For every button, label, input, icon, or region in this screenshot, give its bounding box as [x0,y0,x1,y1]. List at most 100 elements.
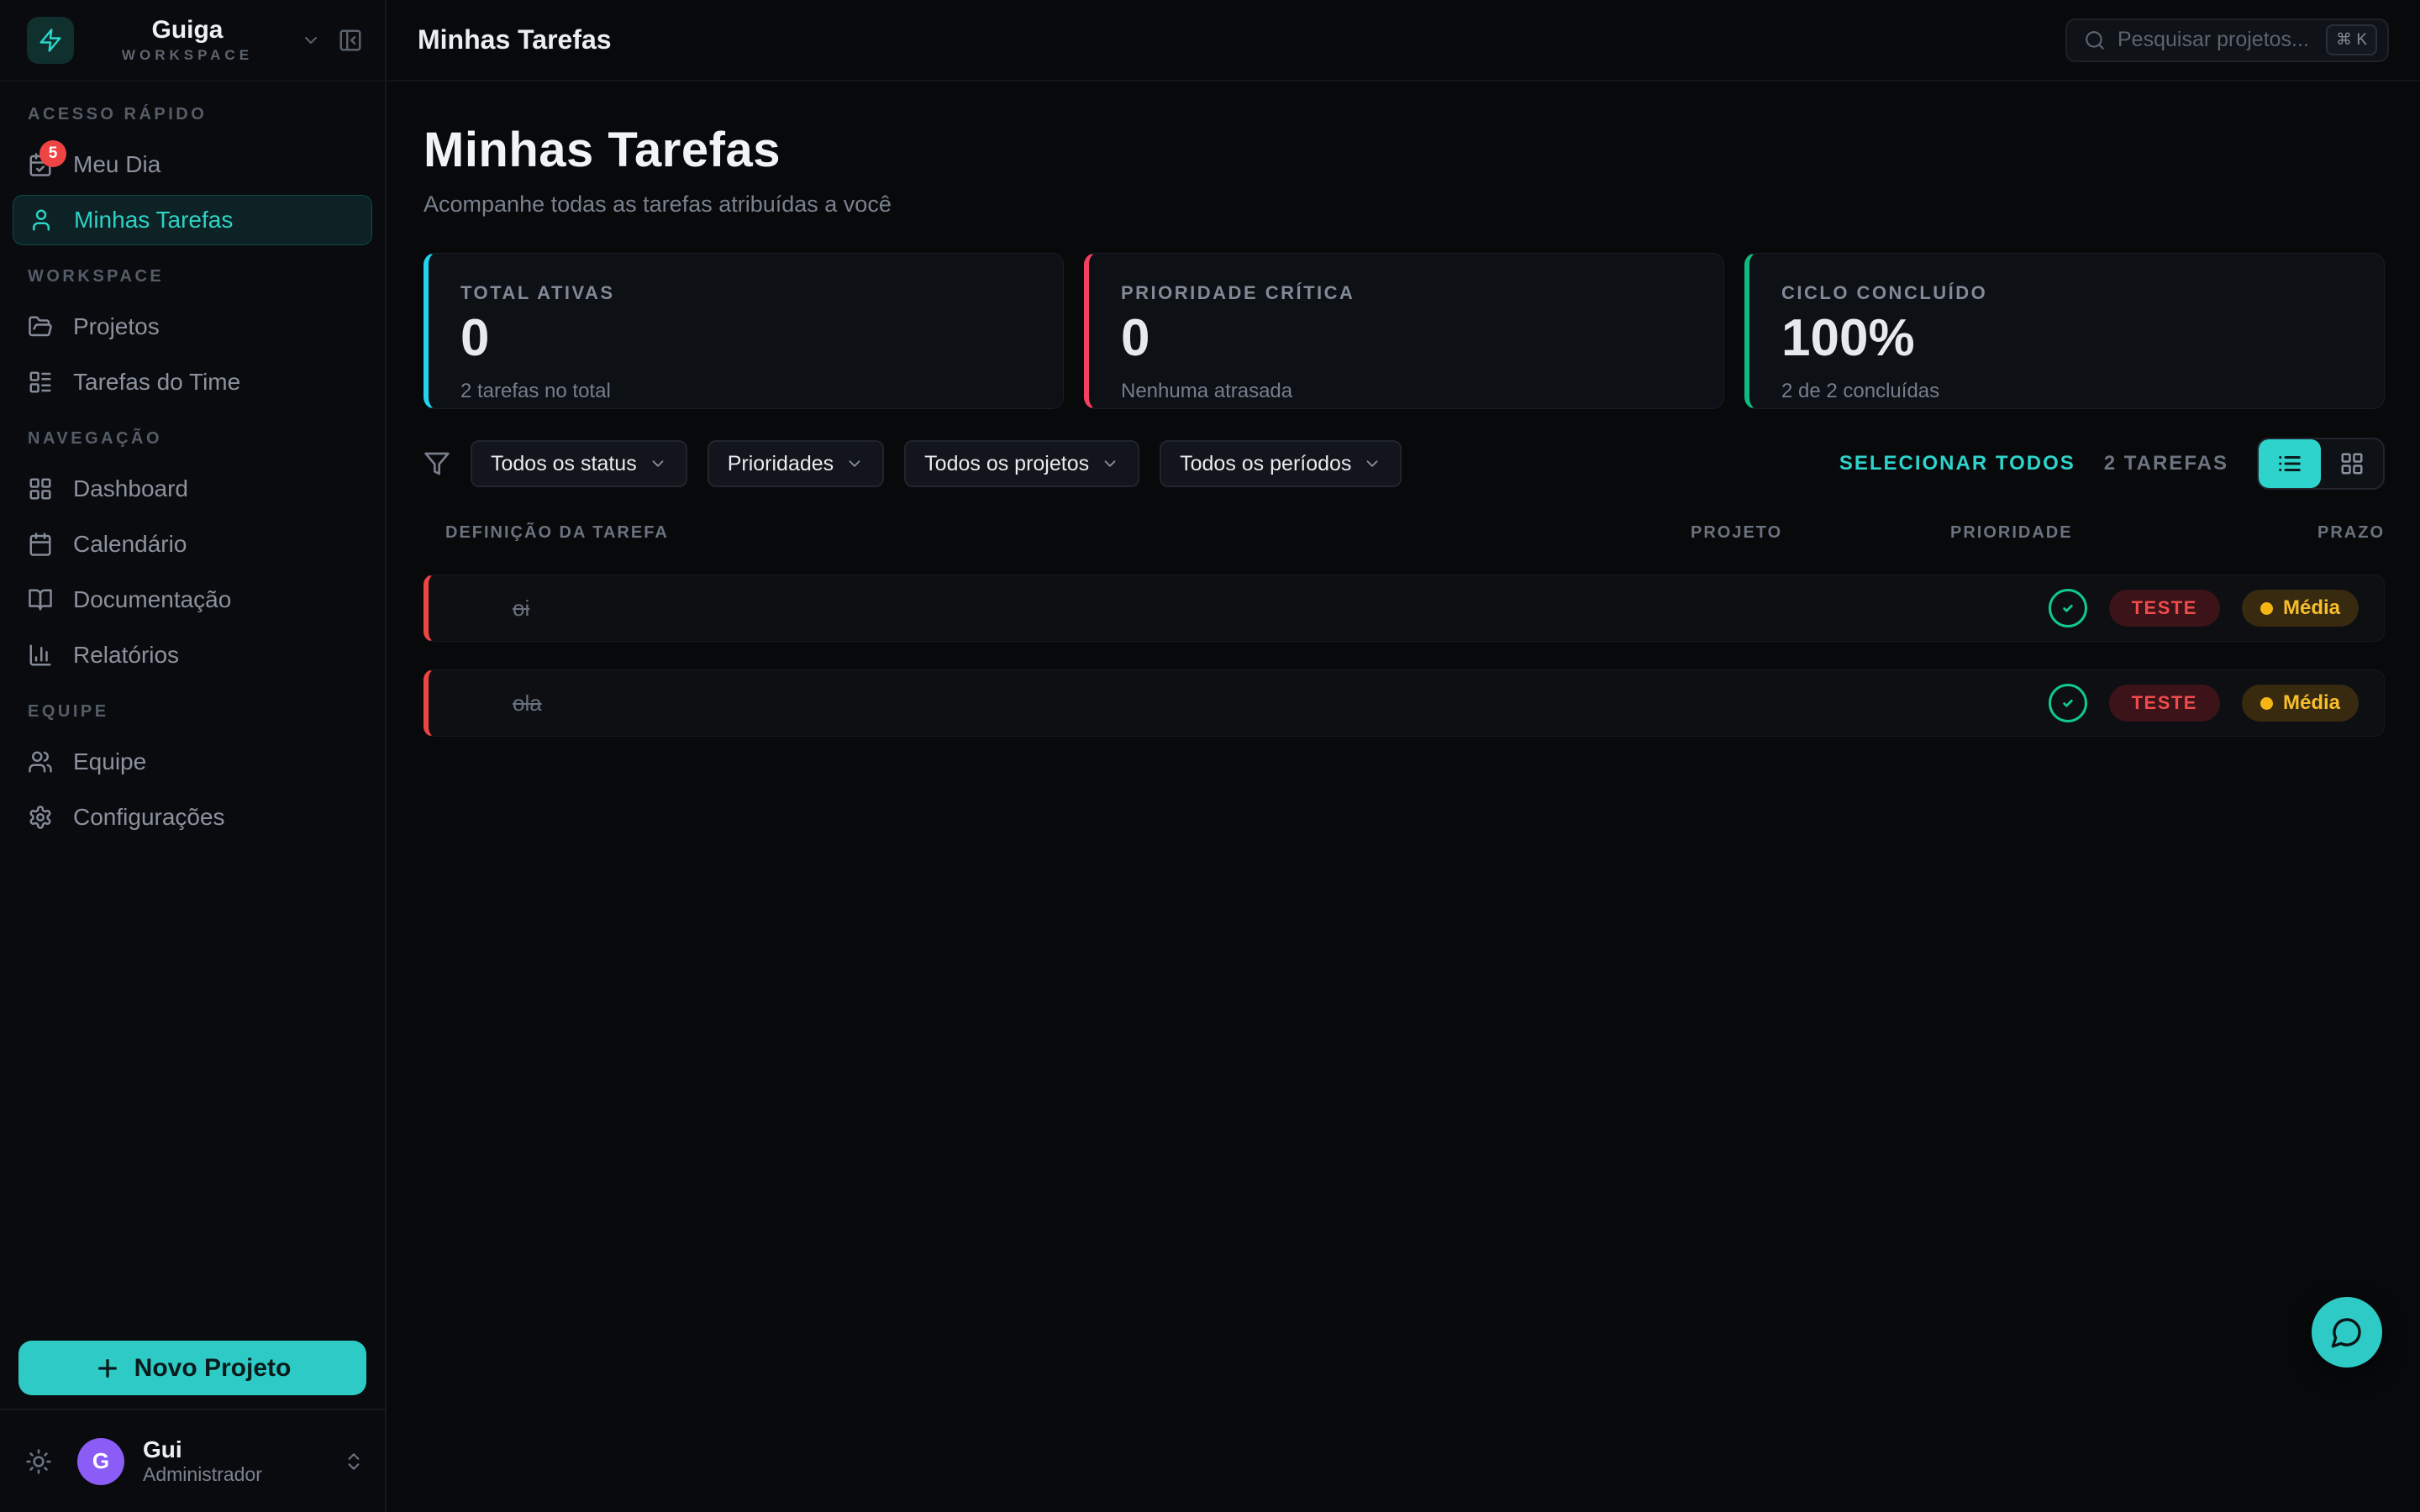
sidebar-section-equipe: EQUIPE [28,702,109,721]
sidebar-item-label: Relatórios [73,642,180,668]
sidebar-item-label: Minhas Tarefas [74,207,234,233]
chat-fab-button[interactable] [2312,1297,2382,1368]
bar-chart-icon [28,643,53,668]
period-filter-dropdown[interactable]: Todos os períodos [1160,440,1402,487]
sidebar-bottom: Novo Projeto [0,1341,385,1409]
chevron-down-icon [1101,454,1119,473]
sidebar-item-label: Configurações [73,804,225,830]
stat-label: TOTAL ATIVAS [460,282,615,303]
list-view-button[interactable] [2259,439,2321,488]
collapse-sidebar-button[interactable] [338,28,363,53]
project-badge: TESTE [2108,590,2220,627]
chevron-down-icon [305,36,317,44]
filter-label: Todos os períodos [1180,451,1352,475]
layout-list-icon [28,370,53,395]
sidebar-item-configuracoes[interactable]: Configurações [13,792,372,843]
stats-row: TOTAL ATIVAS 0 2 tarefas no total PRIORI… [424,253,2385,409]
sidebar-section-navegacao: NAVEGAÇÃO [28,429,163,448]
stat-subtext: 2 tarefas no total [460,380,611,402]
filter-icon [424,450,450,477]
priority-filter-dropdown[interactable]: Prioridades [707,440,885,487]
task-row[interactable]: oi TESTE Média [424,575,2385,642]
sidebar-item-label: Meu Dia [73,151,161,177]
stat-label: PRIORIDADE CRÍTICA [1121,282,1355,303]
chevron-down-icon [649,454,667,473]
grid-view-button[interactable] [2321,439,2383,488]
priority-dot [2260,601,2273,615]
plus-icon [97,1358,117,1378]
user-role: Administrador [143,1463,262,1486]
task-row-meta: TESTE Média [2048,589,2359,627]
sidebar-nav: ACESSO RÁPIDO 5 Meu Dia Minhas Tarefas W… [0,81,385,1341]
task-complete-check[interactable] [2048,684,2087,722]
panel-left-close-icon [339,29,361,50]
sidebar-item-label: Documentação [73,586,232,612]
sidebar-item-meu-dia[interactable]: 5 Meu Dia [13,139,372,190]
sidebar-item-documentacao[interactable]: Documentação [13,575,372,625]
stat-card-prioridade-critica: PRIORIDADE CRÍTICA 0 Nenhuma atrasada [1084,253,1724,409]
task-count: 2 TAREFAS [2103,452,2228,475]
user-footer: G Gui Administrador [0,1409,385,1512]
sidebar-item-label: Projetos [73,313,160,339]
search-shortcut: ⌘ K [2326,24,2377,55]
column-header-projeto: PROJETO [1691,523,1783,542]
check-icon [2062,604,2073,612]
search-input[interactable] [2118,28,2315,52]
gear-icon [28,805,53,830]
search-icon [2084,29,2106,51]
priority-badge: Média [2241,685,2359,722]
stat-value: 0 [460,309,490,367]
task-complete-check[interactable] [2048,589,2087,627]
user-icon [29,207,54,233]
list-icon [2279,456,2301,471]
chevron-down-icon [845,454,864,473]
new-project-button[interactable]: Novo Projeto [18,1341,366,1395]
priority-badge: Média [2241,590,2359,627]
meu-dia-count-badge: 5 [39,140,66,167]
sidebar-item-relatorios[interactable]: Relatórios [13,630,372,680]
task-row[interactable]: ola TESTE Média [424,669,2385,737]
layout-grid-icon [28,476,53,501]
sidebar-item-label: Dashboard [73,475,188,501]
stat-value: 100% [1781,309,1915,367]
sidebar-item-minhas-tarefas[interactable]: Minhas Tarefas [13,195,372,245]
sidebar-item-label: Calendário [73,531,187,557]
sidebar-item-calendario[interactable]: Calendário [13,519,372,570]
toolbar-right: SELECIONAR TODOS 2 TAREFAS [1839,438,2385,490]
theme-toggle-button[interactable] [25,1448,52,1475]
sun-icon [26,1448,51,1474]
table-header: DEFINIÇÃO DA TAREFA PROJETO PRIORIDADE P… [424,523,2385,543]
book-open-icon [28,587,53,612]
status-filter-dropdown[interactable]: Todos os status [471,440,687,487]
sidebar-section-acesso-rapido: ACESSO RÁPIDO [28,105,208,123]
user-menu[interactable]: G Gui Administrador [77,1436,365,1486]
filter-label: Prioridades [727,451,834,475]
sidebar-item-equipe[interactable]: Equipe [13,737,372,787]
new-project-label: Novo Projeto [134,1353,292,1382]
chevrons-up-down-icon [343,1451,365,1473]
project-badge: TESTE [2108,685,2220,722]
search-box[interactable]: ⌘ K [2065,18,2389,62]
folder-open-icon [28,314,53,339]
column-header-prioridade: PRIORIDADE [1950,523,2073,542]
user-info: Gui Administrador [143,1436,262,1486]
grid-icon [2341,453,2363,475]
chevron-down-icon [1363,454,1381,473]
check-icon [2062,699,2073,707]
filter-label: Todos os status [491,451,637,475]
priority-label: Média [2282,596,2340,619]
calendar-icon [28,532,53,557]
sidebar: Guiga WORKSPACE ACESSO RÁPIDO 5 Meu Dia [0,0,387,1512]
workspace-header: Guiga WORKSPACE [0,0,385,81]
workspace-switcher-chevron[interactable] [301,30,321,50]
sidebar-item-tarefas-do-time[interactable]: Tarefas do Time [13,357,372,407]
stat-card-ciclo-concluido: CICLO CONCLUÍDO 100% 2 de 2 concluídas [1744,253,2385,409]
calendar-check-icon: 5 [28,140,66,177]
avatar: G [77,1437,124,1485]
sidebar-item-projetos[interactable]: Projetos [13,302,372,352]
project-filter-dropdown[interactable]: Todos os projetos [904,440,1140,487]
select-all-button[interactable]: SELECIONAR TODOS [1839,452,2075,475]
sidebar-section-workspace: WORKSPACE [28,267,165,286]
sidebar-item-dashboard[interactable]: Dashboard [13,464,372,514]
